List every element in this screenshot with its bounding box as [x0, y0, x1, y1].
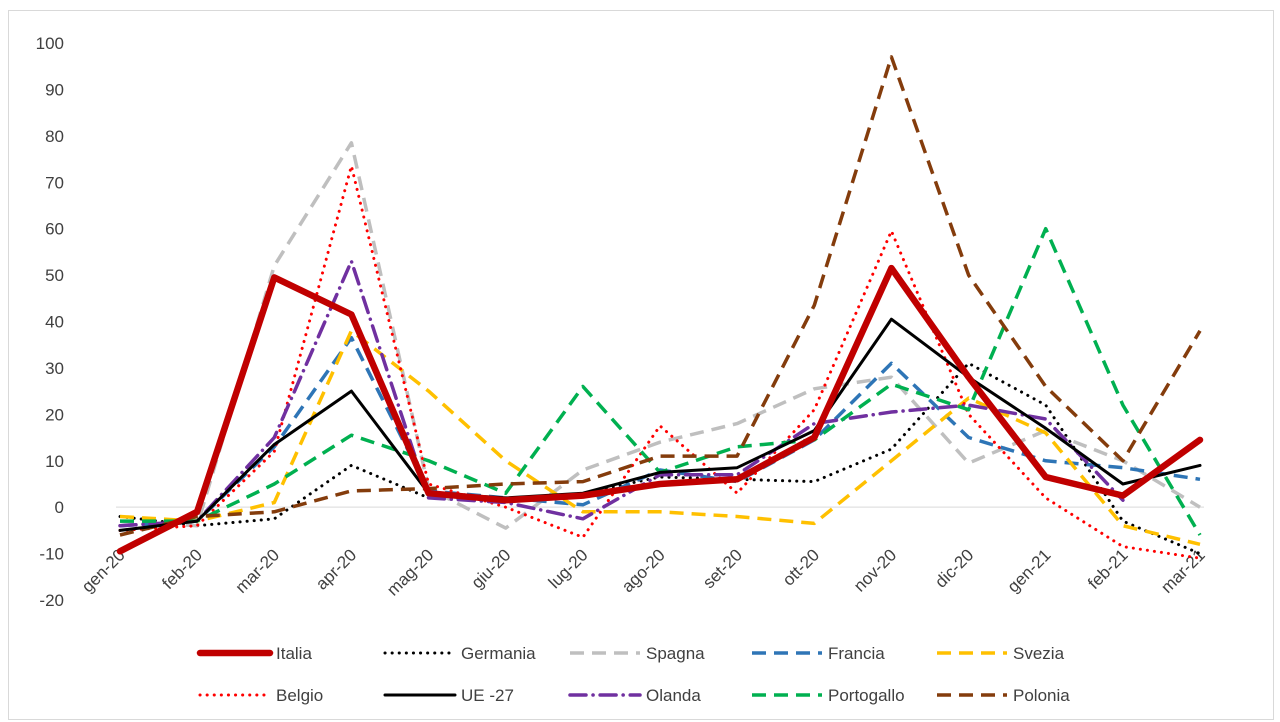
legend-item: Belgio	[198, 686, 323, 705]
legend-label: Spagna	[646, 644, 705, 663]
y-tick-label: 10	[45, 452, 64, 471]
x-tick-label: giu-20	[468, 545, 515, 592]
series-line-ue-27	[118, 317, 1202, 532]
legend-label: Italia	[276, 644, 312, 663]
legend-item: Spagna	[570, 644, 705, 663]
y-tick-label: 70	[45, 173, 64, 192]
series-line-olanda	[118, 259, 1125, 528]
x-tick-label: ott-20	[779, 545, 823, 589]
y-tick-label: 90	[45, 80, 64, 99]
x-tick-label: lug-20	[545, 545, 592, 592]
legend-item: Svezia	[937, 644, 1065, 663]
chart-frame	[8, 10, 1274, 720]
x-tick-label: nov-20	[850, 545, 900, 595]
legend-label: Portogallo	[828, 686, 905, 705]
legend-label: Olanda	[646, 686, 701, 705]
y-tick-label: 30	[45, 359, 64, 378]
series-line-polonia	[119, 55, 1202, 537]
legend-item: Italia	[196, 644, 312, 663]
series-layer	[116, 55, 1204, 560]
y-tick-label: -10	[39, 545, 64, 564]
series-line-italia	[116, 264, 1204, 555]
legend-label: Polonia	[1013, 686, 1070, 705]
y-tick-label: 100	[36, 34, 64, 53]
x-tick-label: mar-20	[232, 545, 284, 597]
series-line-belgio	[118, 164, 1202, 560]
legend-label: UE -27	[461, 686, 514, 705]
legend: Italia Germania Spagna Francia Svezia Belgio U…	[196, 644, 1070, 705]
y-tick-label: 20	[45, 405, 64, 424]
legend-item: UE -27	[383, 686, 514, 705]
x-tick-label: apr-20	[312, 545, 360, 593]
x-tick-label: mag-20	[383, 545, 437, 599]
legend-item: Portogallo	[752, 686, 905, 705]
y-tick-label: 0	[55, 498, 64, 517]
y-tick-label: 50	[45, 266, 64, 285]
series-line-svezia	[119, 329, 1201, 547]
legend-item: Olanda	[568, 686, 701, 705]
x-tick-label: ago-20	[618, 545, 669, 596]
legend-label: Svezia	[1013, 644, 1065, 663]
y-tick-label: -20	[39, 591, 64, 610]
legend-item: Polonia	[937, 686, 1070, 705]
legend-label: Belgio	[276, 686, 323, 705]
series-line-germania	[118, 361, 1202, 556]
x-tick-label: set-20	[699, 545, 746, 592]
series-line-francia	[119, 335, 1201, 528]
legend-item: Germania	[383, 644, 536, 663]
legend-item: Francia	[752, 644, 885, 663]
x-tick-label: gen-21	[1004, 545, 1055, 596]
y-tick-label: 40	[45, 313, 64, 332]
x-tick-label: feb-21	[1084, 545, 1132, 593]
y-tick-label: 60	[45, 220, 64, 239]
legend-label: Francia	[828, 644, 885, 663]
y-tick-label: 80	[45, 127, 64, 146]
x-tick-label: dic-20	[931, 545, 977, 591]
x-tick-label: mar-21	[1157, 545, 1209, 597]
legend-label: Germania	[461, 644, 536, 663]
x-tick-label: feb-20	[158, 545, 206, 593]
